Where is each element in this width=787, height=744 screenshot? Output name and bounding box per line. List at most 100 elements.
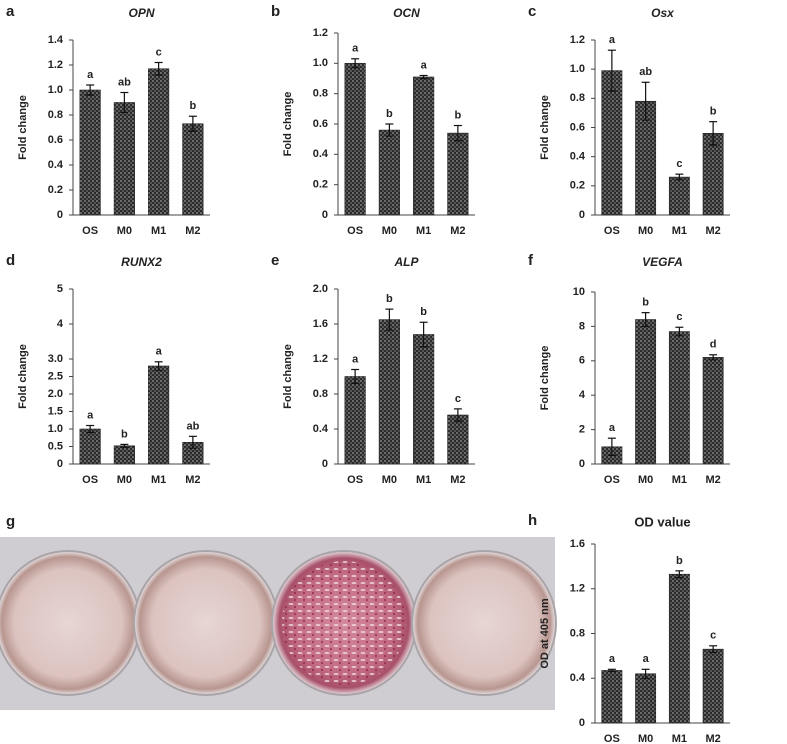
y-tick-label: 0.2 [313, 179, 328, 191]
bar [447, 132, 469, 216]
panel-letter: g [6, 513, 15, 530]
y-tick-label: 1.2 [313, 353, 328, 365]
x-tick-label: OS [82, 225, 98, 237]
x-tick-label: M0 [117, 225, 132, 237]
x-tick-label: OS [82, 474, 98, 486]
chart-panel: a OPN Fold change 0 0.2 0.4 0.6 0.8 1.0 1.2 1.4 OS a… [6, 3, 210, 237]
chart-panel: d RUNX2 Fold change 0 0.5 1.0 1.5 2.0 2.5 3.0 4 5 OS… [6, 252, 210, 486]
y-tick-label: 5 [57, 283, 63, 295]
significance-letter: a [87, 409, 94, 421]
error-bar [453, 124, 462, 142]
significance-letter: b [420, 306, 427, 318]
bar [447, 414, 469, 465]
y-axis-label: Fold change [282, 344, 294, 409]
x-tick-label: M0 [638, 225, 653, 237]
bar [601, 70, 623, 216]
well [0, 550, 141, 696]
x-tick-label: M2 [450, 474, 465, 486]
x-tick-label: M0 [117, 474, 132, 486]
y-tick-label: 0.4 [570, 151, 586, 163]
error-bar [419, 321, 428, 348]
x-tick-label: M2 [450, 225, 465, 237]
x-tick-label: OS [604, 474, 620, 486]
y-tick-label: 2.5 [48, 370, 63, 382]
significance-letter: b [676, 555, 683, 567]
y-tick-label: 10 [573, 286, 585, 298]
y-tick-label: 0.4 [48, 159, 64, 171]
significance-letter: b [386, 108, 393, 120]
y-tick-label: 0.4 [313, 423, 329, 435]
x-tick-label: M2 [185, 474, 200, 486]
significance-letter: c [156, 46, 162, 58]
error-bar [709, 354, 718, 361]
y-tick-label: 1.5 [48, 405, 63, 417]
panel-letter: h [528, 512, 537, 529]
y-tick-label: 1.0 [48, 84, 63, 96]
x-tick-label: OS [347, 225, 363, 237]
chart-panel: c Osx Fold change 0 0.2 0.4 0.6 0.8 1.0 1.2 OS a M0 a… [528, 3, 730, 237]
x-tick-label: M1 [672, 474, 687, 486]
x-tick-label: M1 [151, 225, 166, 237]
significance-letter: c [710, 630, 716, 642]
y-tick-label: 2.0 [313, 283, 328, 295]
bar [413, 76, 435, 216]
chart-panel: e ALP Fold change 0 0.4 0.8 1.2 1.6 2.0 OS a M0 b M1 b… [271, 252, 475, 486]
chart-title: VEGFA [642, 255, 683, 269]
y-tick-label: 1.2 [48, 59, 63, 71]
x-tick-label: M1 [416, 474, 431, 486]
x-tick-label: M1 [672, 225, 687, 237]
significance-letter: b [710, 106, 717, 118]
bar [113, 102, 135, 216]
bar [113, 445, 135, 465]
significance-letter: b [642, 297, 649, 309]
significance-letter: a [87, 69, 94, 81]
error-bar [351, 368, 360, 385]
chart-panel: h OD value OD at 405 nm 0 0.4 0.8 1.2 1.6 OS a M0 a… [528, 512, 730, 744]
y-tick-label: 0.2 [570, 180, 585, 192]
bar [702, 357, 724, 465]
y-tick-label: 1.6 [570, 538, 585, 550]
significance-letter: a [609, 653, 616, 665]
significance-letter: a [609, 422, 616, 434]
y-axis-label: Fold change [539, 95, 551, 160]
bar [79, 428, 101, 465]
significance-letter: ab [639, 66, 652, 78]
bar [378, 319, 400, 465]
x-tick-label: OS [347, 474, 363, 486]
error-bar [641, 668, 650, 679]
y-tick-label: 0.4 [570, 672, 586, 684]
significance-letter: ab [118, 76, 131, 88]
y-tick-label: 1.0 [570, 63, 585, 75]
error-bar [641, 312, 650, 327]
x-tick-label: M0 [638, 733, 653, 744]
bar [702, 648, 724, 724]
error-bar [120, 443, 129, 448]
significance-letter: d [710, 339, 717, 351]
y-tick-label: 6 [579, 355, 585, 367]
y-tick-label: 0 [579, 209, 585, 221]
significance-letter: b [386, 293, 393, 305]
y-tick-label: 0 [57, 458, 63, 470]
panel-letter: d [6, 252, 15, 269]
x-tick-label: M1 [672, 733, 687, 744]
error-bar [154, 61, 163, 76]
error-bar [188, 115, 197, 132]
chart-panel: b OCN Fold change 0 0.2 0.4 0.6 0.8 1.0 1.2 OS a M0 b… [271, 3, 475, 237]
panel-letter: f [528, 252, 534, 269]
significance-letter: a [352, 353, 359, 365]
x-tick-label: M1 [151, 474, 166, 486]
y-tick-label: 0.6 [570, 121, 585, 133]
y-tick-label: 0.5 [48, 440, 63, 452]
significance-letter: a [156, 346, 163, 358]
x-tick-label: M0 [382, 474, 397, 486]
x-tick-label: OS [604, 733, 620, 744]
x-tick-label: M2 [705, 474, 720, 486]
error-bar [385, 308, 394, 331]
error-bar [419, 74, 428, 80]
panel-letter: a [6, 3, 15, 20]
bar [344, 63, 366, 216]
significance-letter: b [190, 100, 197, 112]
y-axis-label: Fold change [539, 346, 551, 411]
y-tick-label: 0.8 [313, 88, 328, 100]
